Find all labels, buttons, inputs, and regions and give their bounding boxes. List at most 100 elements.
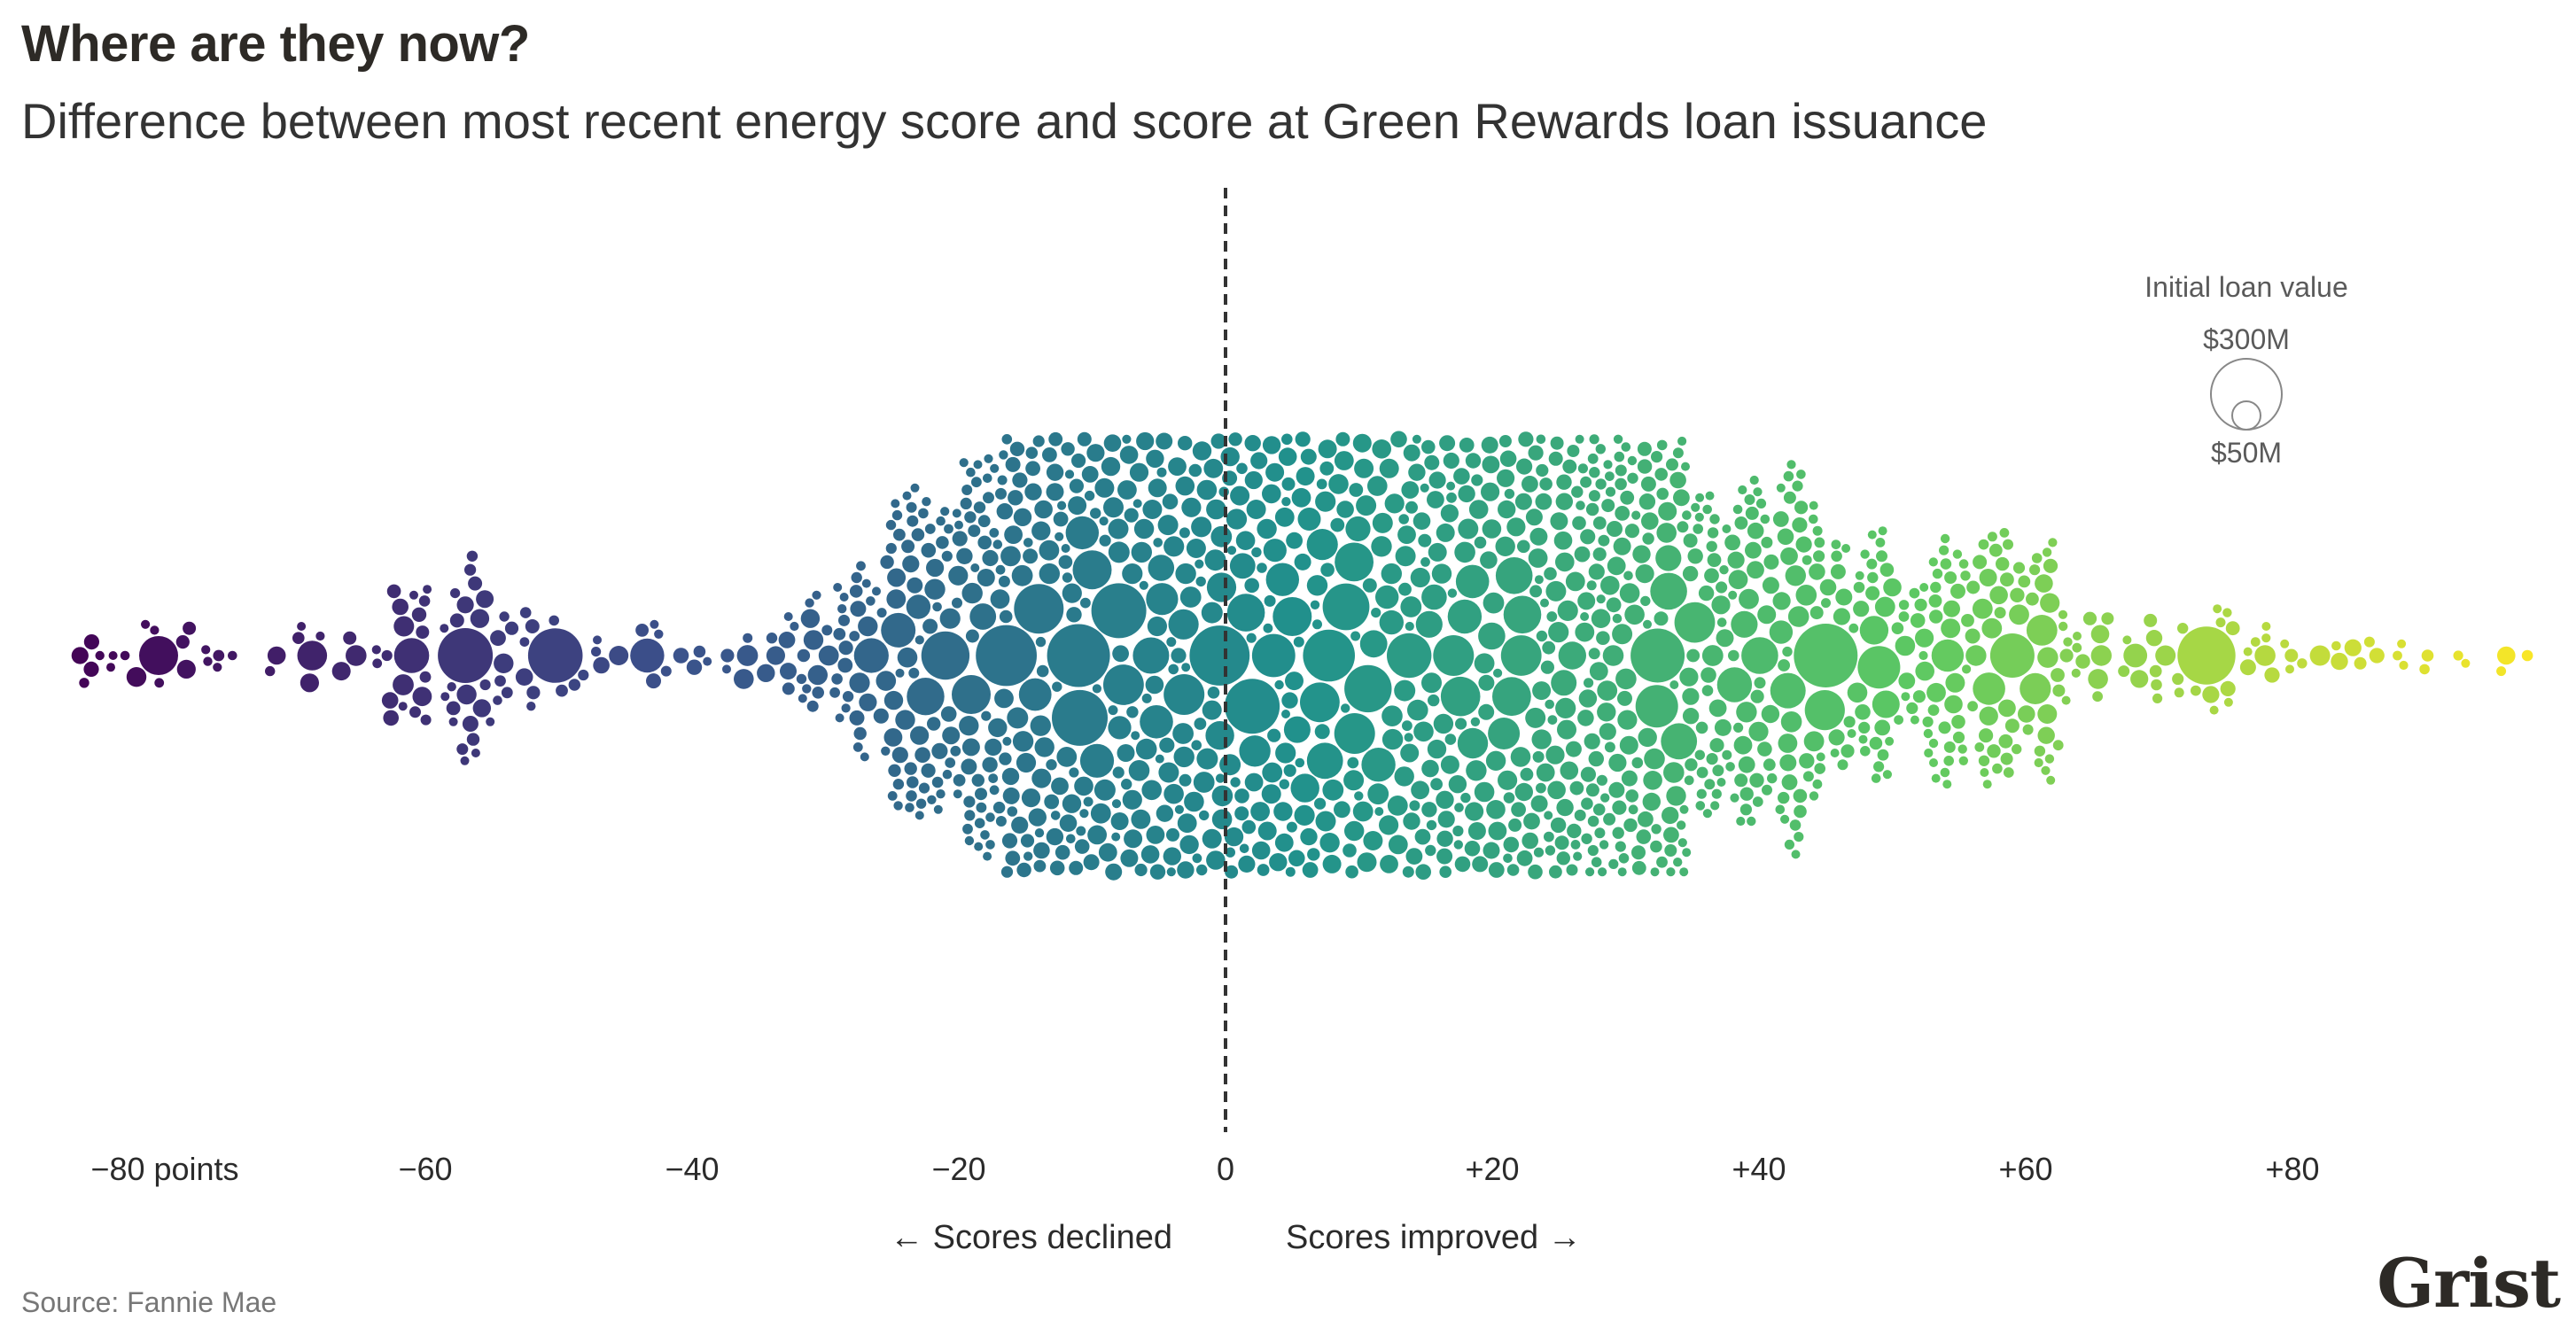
loan-point bbox=[992, 540, 1003, 549]
loan-point bbox=[1813, 550, 1825, 563]
loan-point bbox=[1381, 705, 1403, 726]
loan-point bbox=[852, 742, 863, 752]
loan-point bbox=[213, 649, 225, 662]
loan-point bbox=[1909, 587, 1920, 599]
loan-point bbox=[980, 830, 990, 840]
loan-point bbox=[1580, 612, 1590, 621]
loan-point bbox=[1940, 533, 1950, 544]
loan-point bbox=[1770, 672, 1806, 709]
loan-point bbox=[1064, 470, 1075, 479]
loan-point bbox=[1388, 835, 1408, 855]
loan-point bbox=[1957, 744, 1967, 754]
loan-point bbox=[1585, 867, 1595, 877]
loan-point bbox=[1927, 704, 1940, 716]
loan-point bbox=[1016, 752, 1037, 773]
loan-point bbox=[1302, 862, 1319, 878]
loan-point bbox=[1939, 545, 1950, 555]
loan-point bbox=[798, 694, 807, 703]
loan-point bbox=[1483, 592, 1505, 614]
loan-point bbox=[1910, 613, 1926, 628]
loan-point bbox=[1398, 582, 1412, 596]
loan-point bbox=[1048, 431, 1063, 446]
loan-point bbox=[2052, 740, 2064, 751]
loan-point bbox=[1400, 743, 1420, 763]
loan-point bbox=[849, 631, 860, 641]
loan-point bbox=[1471, 474, 1483, 486]
loan-point bbox=[1942, 780, 1952, 789]
loan-point bbox=[1421, 672, 1442, 694]
loan-point bbox=[1548, 622, 1569, 643]
loan-point bbox=[1536, 463, 1549, 477]
loan-point bbox=[1251, 547, 1262, 558]
loan-point bbox=[1638, 493, 1656, 510]
loan-point bbox=[2018, 705, 2035, 723]
loan-point bbox=[1099, 534, 1111, 547]
loan-point bbox=[1322, 779, 1344, 801]
loan-point bbox=[999, 752, 1012, 765]
loan-point bbox=[2034, 757, 2043, 768]
loan-point bbox=[1455, 564, 1490, 599]
loan-point bbox=[2285, 664, 2294, 674]
loan-point bbox=[2009, 604, 2029, 625]
loan-point bbox=[1998, 699, 2016, 718]
loan-point bbox=[1528, 548, 1548, 568]
loan-point bbox=[994, 688, 1014, 709]
loan-point bbox=[1175, 476, 1195, 496]
loan-point bbox=[1992, 763, 2003, 774]
loan-point bbox=[1894, 715, 1904, 725]
loan-point bbox=[1431, 563, 1452, 584]
loan-point bbox=[2331, 640, 2341, 651]
loan-point bbox=[1210, 525, 1233, 547]
loan-point bbox=[556, 684, 568, 697]
loan-point bbox=[418, 595, 431, 607]
loan-point bbox=[1156, 467, 1167, 477]
loan-point bbox=[1452, 825, 1464, 837]
loan-point bbox=[1229, 553, 1256, 579]
loan-point bbox=[2209, 705, 2219, 715]
loan-point bbox=[1042, 447, 1057, 462]
loan-point bbox=[1405, 621, 1414, 632]
loan-point bbox=[880, 555, 894, 570]
loan-point bbox=[1857, 646, 1901, 689]
loan-point bbox=[1536, 630, 1548, 642]
loan-point bbox=[1677, 521, 1689, 533]
loan-point bbox=[1769, 620, 1794, 644]
loan-point bbox=[1682, 848, 1692, 858]
loan-point bbox=[1384, 493, 1405, 514]
loan-point bbox=[1586, 580, 1597, 591]
loan-point bbox=[1669, 471, 1686, 489]
loan-point bbox=[1128, 760, 1150, 781]
loan-point bbox=[1398, 514, 1409, 524]
loan-point bbox=[1453, 840, 1464, 850]
loan-point bbox=[1098, 842, 1117, 862]
loan-point bbox=[1871, 773, 1881, 783]
loan-point bbox=[1315, 811, 1336, 832]
loan-point bbox=[927, 717, 941, 731]
loan-point bbox=[386, 584, 401, 599]
loan-point bbox=[1525, 707, 1546, 728]
loan-point bbox=[1447, 599, 1483, 634]
loan-point bbox=[977, 515, 991, 528]
loan-point bbox=[999, 450, 1008, 460]
loan-point bbox=[1499, 450, 1517, 468]
loan-point bbox=[1166, 637, 1177, 648]
loan-point bbox=[1132, 499, 1142, 508]
loan-point bbox=[1335, 542, 1374, 582]
loan-point bbox=[1650, 867, 1660, 877]
loan-point bbox=[956, 547, 973, 564]
loan-point bbox=[1108, 541, 1130, 563]
loan-point bbox=[1068, 496, 1087, 516]
loan-point bbox=[1682, 708, 1700, 725]
loan-point bbox=[971, 477, 982, 488]
loan-point bbox=[1401, 481, 1420, 499]
loan-point bbox=[1974, 742, 1985, 752]
loan-point bbox=[1952, 731, 1965, 744]
loan-point bbox=[2223, 697, 2233, 707]
loan-point bbox=[2149, 664, 2162, 678]
loan-point bbox=[1274, 833, 1294, 852]
loan-point bbox=[1036, 664, 1049, 678]
loan-point bbox=[1031, 768, 1052, 788]
loan-point bbox=[1584, 678, 1594, 688]
loan-point bbox=[2043, 558, 2058, 573]
loan-point bbox=[1599, 723, 1616, 741]
